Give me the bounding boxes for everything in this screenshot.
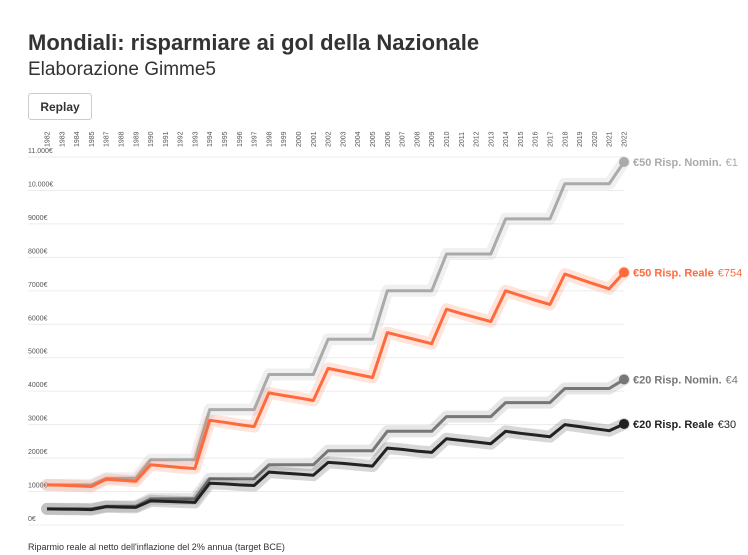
x-tick-label: 1994 [207,131,214,147]
x-tick-label: 2010 [444,131,451,147]
x-tick-label: 1988 [118,131,125,147]
x-tick-label: 1983 [59,131,66,147]
x-tick-label: 2018 [562,131,569,147]
legend-label: €20 Risp. Nomin. [633,374,722,386]
x-tick-label: 1996 [237,131,244,147]
title: Mondiali: risparmiare ai gol della Nazio… [28,30,480,55]
x-tick-label: 1995 [222,131,229,147]
x-tick-label: 2011 [459,132,466,147]
y-tick-label: 8000€ [28,248,48,255]
x-tick-label: 2022 [622,131,629,147]
x-tick-label: 2021 [607,131,614,147]
x-tick-label: 2012 [474,131,481,147]
x-tick-label: 2019 [577,131,584,147]
x-tick-label: 1993 [192,131,199,147]
legend-label: €50 Risp. Reale [633,267,714,279]
x-tick-label: 1997 [252,131,259,147]
x-tick-label: 1982 [45,131,52,147]
line-glow [41,418,630,516]
end-dot [619,157,629,168]
y-tick-label: 4000€ [28,382,48,389]
line [47,161,626,487]
x-tick-label: 2013 [488,131,495,147]
x-tick-label: 2008 [414,131,421,147]
x-tick-label: 2020 [592,131,599,147]
end-value-label: €4 [726,374,738,386]
x-tick-label: 1990 [148,131,155,147]
y-tick-label: 10.000€ [28,181,53,188]
x-tick-label: 2004 [355,131,362,147]
y-tick-label: 11.000€ [28,148,53,155]
replay-button[interactable]: Replay [28,93,92,120]
x-tick-label: 1987 [104,131,111,147]
x-tick-label: 2007 [400,131,407,147]
end-value-label: €30 [718,419,736,431]
x-tick-label: 2002 [326,131,333,147]
legend-label: €50 Risp. Nomin. [633,157,722,169]
y-tick-label: 9000€ [28,215,48,222]
x-tick-label: 2009 [429,131,436,147]
x-tick-label: 2001 [311,131,318,147]
note: Riparmio reale al netto dell'inflazione … [28,542,285,552]
chart: 0€ 1000€ 2000€ 3000€ 4000€ 5000€ 6000€ 7000€ 800… [28,131,742,526]
x-tick-label: 1998 [266,131,273,147]
line [46,422,625,512]
x-tick-label: 1991 [163,131,170,147]
line [46,271,626,488]
end-dot [619,267,629,278]
x-tick-label: 2006 [385,131,392,147]
x-tick-label: 2005 [370,131,377,147]
x-tick-label: 1999 [281,131,288,147]
end-dot [619,374,629,385]
end-value-label: €1 [726,157,738,169]
x-tick-label: 2000 [296,131,303,147]
y-tick-label: 1000€ [28,483,48,490]
x-tick-label: 2003 [340,131,347,147]
end-dot [619,418,629,429]
x-tick-label: 2015 [518,131,525,147]
x-tick-label: 1992 [178,131,185,147]
y-tick-label: 3000€ [28,416,48,423]
y-tick-label: 7000€ [28,282,48,289]
end-value-label: €754 [718,267,742,279]
y-tick-label: 0€ [28,516,36,523]
y-tick-label: 5000€ [28,349,48,356]
x-tick-label: 1984 [74,131,81,147]
x-tick-label: 2014 [503,131,510,147]
x-tick-label: 2016 [533,131,540,147]
y-tick-label: 6000€ [28,315,48,322]
subtitle: Elaborazione Gimme5 [28,59,216,80]
y-tick-label: 2000€ [28,449,48,456]
x-tick-label: 1985 [89,131,96,147]
x-tick-label: 1989 [133,131,140,147]
line-glow [41,373,630,515]
x-tick-label: 2017 [548,131,555,147]
legend-label: €20 Risp. Reale [633,419,714,431]
